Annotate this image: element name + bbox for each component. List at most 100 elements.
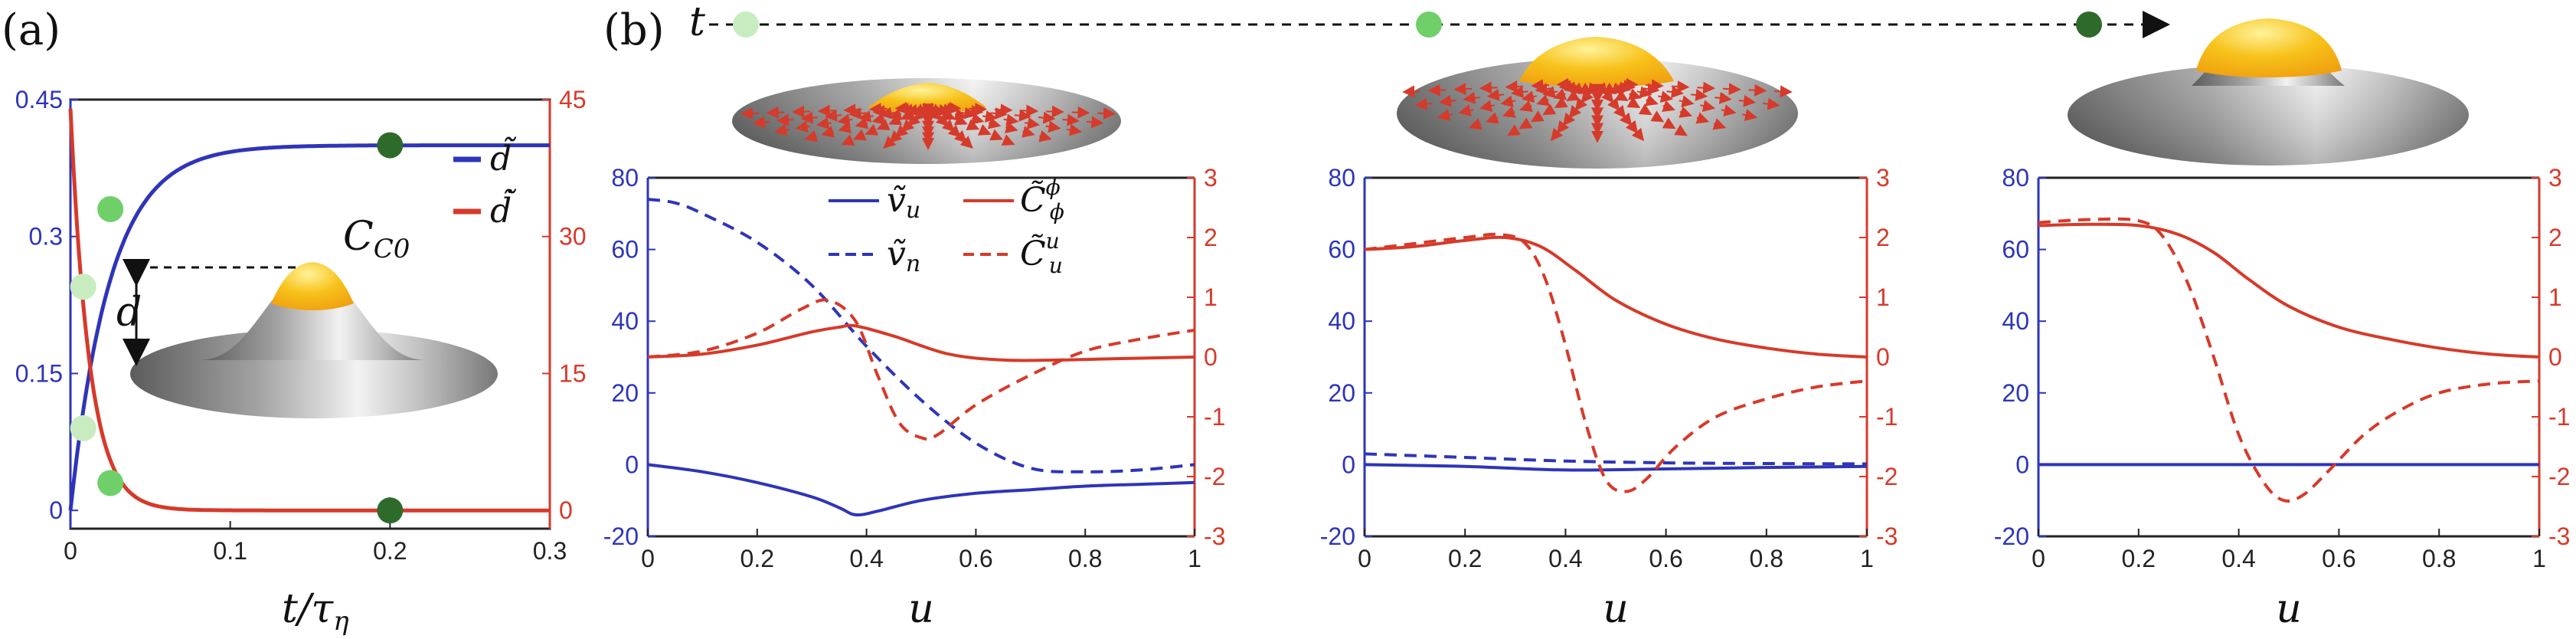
- flow-arrow: [1658, 90, 1674, 103]
- shape-mid-cap: [1519, 37, 1674, 87]
- flow-arrow: [1062, 113, 1080, 126]
- b2-ytick-left-label: -20: [1320, 523, 1355, 550]
- flow-arrow: [1638, 103, 1652, 116]
- a-time-marker: [97, 195, 124, 222]
- b3-xtick-label: 0.6: [2322, 545, 2355, 572]
- b3-xtick-label: 0.4: [2221, 545, 2255, 572]
- flow-arrow: [1530, 110, 1545, 123]
- b2-xtick-label: 1: [1860, 545, 1874, 572]
- b3-ytick-right-label: 3: [2548, 164, 2562, 192]
- flow-arrow: [1001, 134, 1015, 146]
- flow-arrow: [841, 134, 855, 146]
- flow-arrow: [1458, 104, 1474, 117]
- b3-series-line: [2038, 222, 2540, 359]
- flow-arrow: [1414, 97, 1432, 110]
- flow-arrow: [776, 113, 794, 126]
- flow-arrow: [792, 105, 810, 118]
- panel-b-header: (b) t: [603, 0, 2170, 55]
- flow-arrow: [800, 111, 818, 124]
- shape-early: [732, 78, 1121, 164]
- b3-xtick-label: 0: [2032, 545, 2045, 572]
- flow-arrow: [1020, 104, 1039, 117]
- flow-arrow: [888, 113, 903, 126]
- legend-cu-label: C̃u u: [1020, 228, 1063, 278]
- flow-arrow: [1086, 116, 1104, 129]
- b1-ytick-left-label: 20: [611, 379, 639, 407]
- a-ytick-left-label: 0.45: [15, 86, 63, 113]
- flow-arrow: [1025, 116, 1040, 129]
- b3-xtick-label: 0.2: [2122, 545, 2156, 572]
- flow-arrow: [1690, 89, 1708, 101]
- flow-arrow: [740, 106, 759, 120]
- b3-ytick-right-label: -3: [2548, 523, 2570, 550]
- legend-vu-label: ṽu: [887, 181, 920, 224]
- flow-arrow: [1507, 124, 1521, 136]
- flow-arrow: [837, 113, 853, 126]
- flow-arrow: [1486, 89, 1505, 101]
- panel-a-legend: d̃ d̃̇: [453, 136, 516, 231]
- flow-arrow: [1438, 94, 1456, 107]
- legend-vn-label: ṽn: [887, 234, 920, 277]
- b1-ytick-right-label: -2: [1204, 463, 1225, 490]
- flow-arrow: [1566, 89, 1581, 102]
- flow-arrow: [1700, 100, 1716, 113]
- flow-arrow: [1022, 126, 1035, 138]
- a-ytick-left-label: 0.15: [15, 359, 63, 387]
- b2-ytick-left-label: 80: [1328, 164, 1355, 192]
- flow-arrow: [1631, 127, 1645, 142]
- a-time-marker: [70, 415, 96, 441]
- flow-arrow: [1722, 83, 1741, 96]
- b2-xtick-label: 0.4: [1548, 545, 1582, 572]
- b1-ytick-left-label: -20: [603, 523, 639, 550]
- b1-xtick-label: 0.4: [849, 545, 883, 572]
- flow-arrow: [1046, 105, 1064, 118]
- flow-arrow: [1763, 97, 1780, 110]
- b2-ytick-right-label: 1: [1876, 283, 1890, 311]
- b1-series-line: [647, 298, 1195, 441]
- flow-arrow: [883, 136, 897, 149]
- flow-arrow: [969, 103, 988, 116]
- b2-series-line: [1364, 463, 1868, 472]
- flow-arrow: [959, 136, 973, 149]
- b1-ytick-right-label: -3: [1204, 523, 1225, 550]
- flow-arrow: [1500, 95, 1516, 108]
- flow-arrow: [1695, 112, 1710, 124]
- flow-arrow: [1662, 117, 1676, 129]
- flow-arrow: [821, 126, 835, 138]
- flow-arrow: [1738, 94, 1757, 107]
- flow-arrow: [1511, 86, 1528, 99]
- shape-mid-flow-arrows: [1402, 77, 1793, 143]
- a-time-marker: [97, 470, 124, 496]
- a-ytick-right-label: 30: [559, 223, 587, 251]
- flow-arrow: [1518, 117, 1533, 129]
- flow-arrow: [1485, 112, 1499, 124]
- panel-a-ticks: 0 0.1 0.2 0.3 0 0.15 0.3 0.45 0 15 30 45: [15, 86, 587, 565]
- b1-ytick-right-label: 3: [1204, 164, 1218, 192]
- flow-arrow: [1554, 97, 1568, 109]
- a-time-marker: [70, 274, 96, 300]
- b1-xtick-label: 0: [641, 545, 655, 572]
- flow-arrow: [1519, 100, 1533, 113]
- flow-arrow: [1536, 94, 1550, 106]
- flow-arrow: [1650, 110, 1665, 123]
- panel-a-label: (a): [2, 5, 60, 55]
- flow-arrow: [817, 104, 836, 117]
- b2-ytick-left-label: 0: [1342, 451, 1355, 478]
- flow-arrow: [816, 116, 832, 129]
- flow-arrow: [1463, 91, 1480, 104]
- flow-arrow: [1626, 97, 1641, 109]
- b3-ytick-right-label: -2: [2548, 463, 2570, 490]
- b1-ytick-right-label: 2: [1204, 224, 1218, 251]
- flow-arrow: [1531, 79, 1549, 92]
- panel-b1-legend: ṽu ṽn C̃ϕ ϕ C̃u u: [829, 175, 1064, 278]
- shape-late-shade: [2068, 64, 2469, 165]
- flow-arrow: [1614, 89, 1629, 102]
- a-series-ddot: [68, 108, 550, 513]
- inset-cap: [271, 262, 354, 310]
- panel-a-inset: d CC0: [116, 214, 498, 418]
- b2-series-line: [1364, 232, 1868, 493]
- panel-a: (a) 0 0.1 0.2 0.3 0 0.15 0.3 0.45 0 15 30 45 t/τη d…: [2, 5, 587, 637]
- flow-arrow: [1005, 121, 1018, 134]
- b3-ytick-right-label: -1: [2548, 403, 2570, 431]
